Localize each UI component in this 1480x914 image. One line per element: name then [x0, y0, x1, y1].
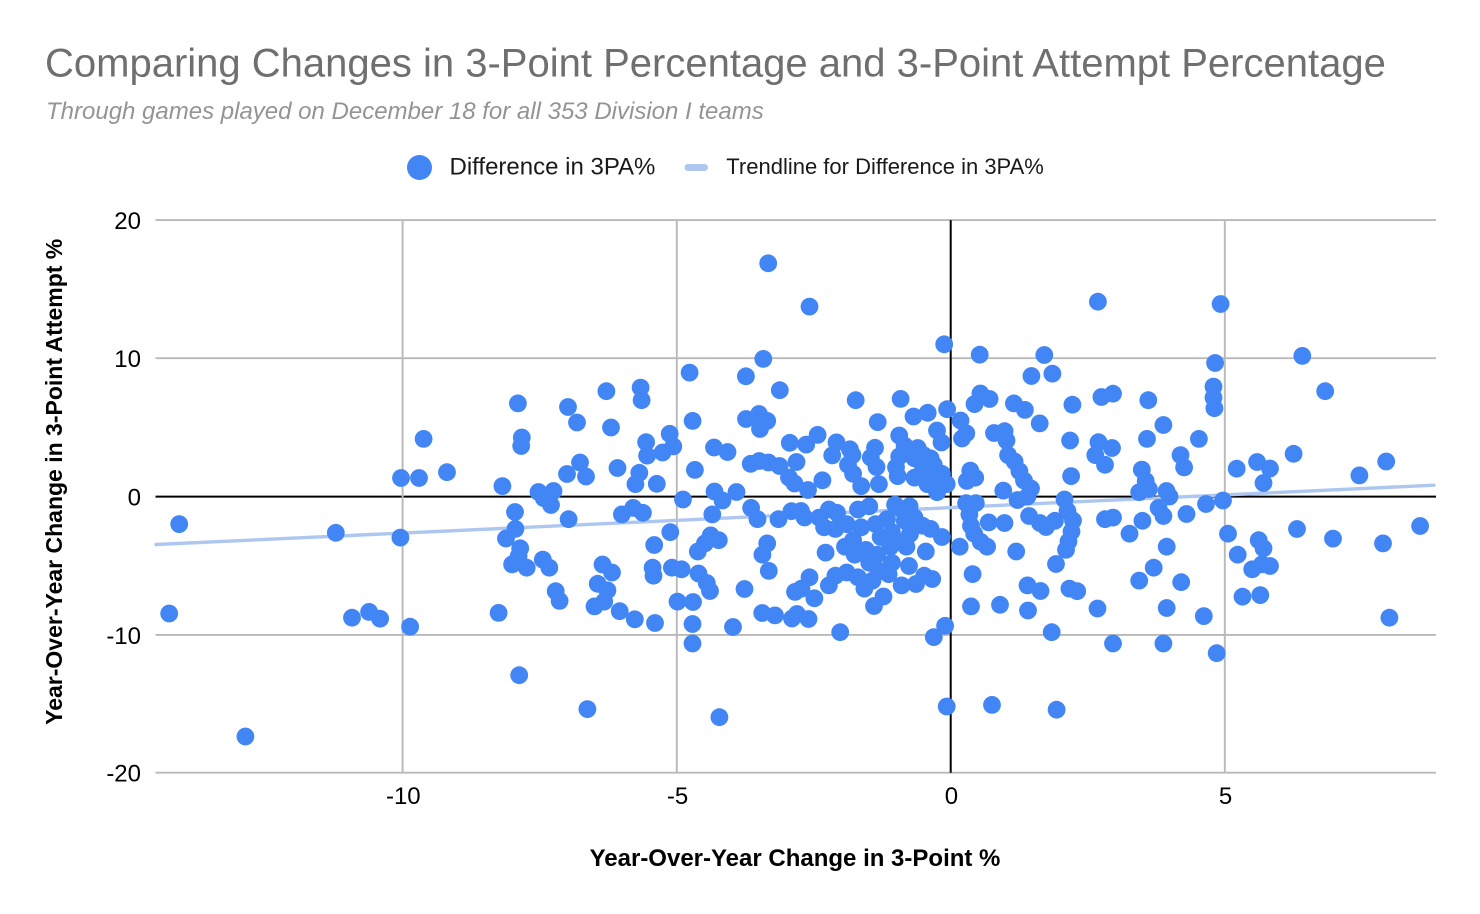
svg-text:-5: -5	[667, 783, 688, 810]
svg-text:10: 10	[114, 346, 141, 373]
svg-text:Trendline for Difference in 3P: Trendline for Difference in 3PA%	[726, 154, 1044, 179]
svg-text:0: 0	[128, 485, 141, 512]
svg-text:5: 5	[1219, 783, 1232, 810]
svg-text:Through games played on Decemb: Through games played on December 18 for …	[46, 98, 764, 125]
svg-text:Difference in 3PA%: Difference in 3PA%	[450, 154, 656, 181]
svg-text:Year-Over-Year Change in 3-Poi: Year-Over-Year Change in 3-Point %	[590, 845, 1001, 872]
svg-text:Comparing Changes in 3-Point P: Comparing Changes in 3-Point Percentage …	[45, 42, 1386, 86]
svg-text:Year-Over-Year Change in 3-Poi: Year-Over-Year Change in 3-Point Attempt…	[41, 239, 67, 725]
svg-text:-10: -10	[386, 783, 421, 810]
svg-text:20: 20	[114, 208, 141, 235]
svg-text:0: 0	[945, 783, 958, 810]
svg-text:-20: -20	[106, 761, 141, 788]
svg-text:-10: -10	[106, 623, 141, 650]
